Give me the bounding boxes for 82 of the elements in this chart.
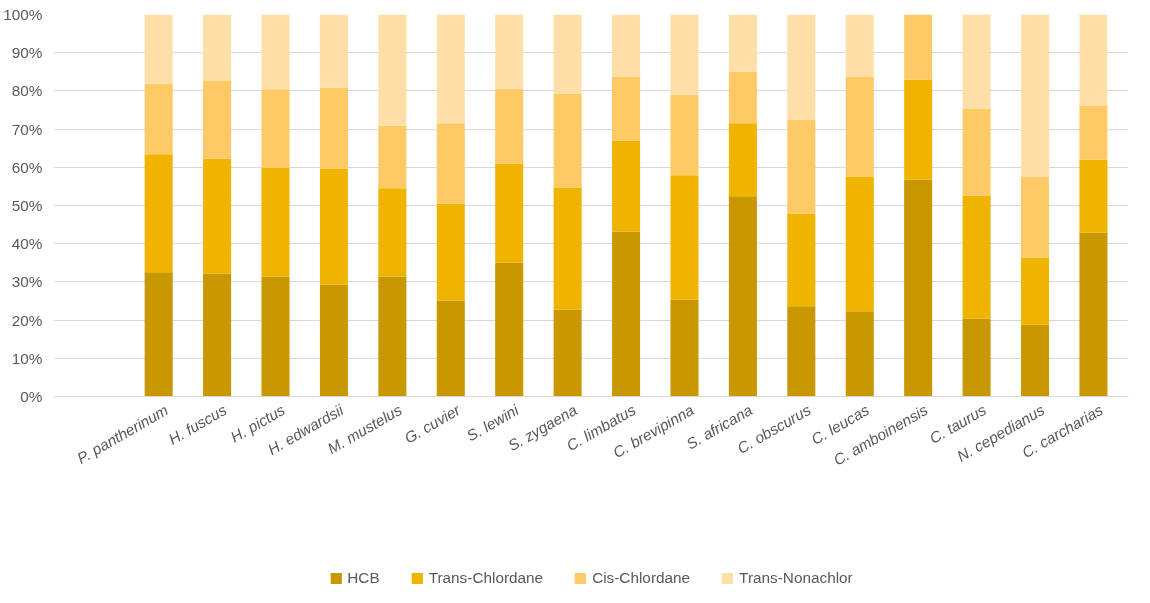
bar [319, 284, 348, 397]
bar [144, 14, 173, 84]
bar [319, 168, 348, 285]
bar [787, 119, 816, 214]
bar [553, 309, 582, 397]
bar [203, 80, 232, 159]
bar [962, 318, 991, 397]
legend-label: Trans-Chlordane [428, 569, 544, 587]
bar [261, 14, 290, 90]
bar [261, 89, 290, 168]
bar [962, 14, 991, 109]
bar [378, 125, 407, 189]
bar [845, 76, 874, 177]
bar [728, 14, 757, 72]
bar [495, 14, 524, 89]
bar [1079, 105, 1108, 160]
legend-label: Cis-Chlordane [592, 569, 691, 587]
bar [670, 94, 699, 176]
bar [261, 276, 290, 397]
legend-label: HCB [347, 569, 380, 587]
bar [728, 196, 757, 397]
bar [203, 158, 232, 274]
bar [728, 71, 757, 124]
legend-label: Trans-Nonachlor [739, 569, 853, 587]
bar [962, 195, 991, 319]
bar [1079, 232, 1108, 397]
bar [436, 203, 465, 301]
bar [904, 14, 933, 80]
bar [1021, 324, 1050, 397]
bar [553, 14, 582, 94]
bar [203, 14, 232, 81]
bar [495, 262, 524, 397]
bar [553, 187, 582, 310]
bar [845, 311, 874, 397]
bar [904, 179, 933, 397]
bar [378, 14, 407, 126]
bar [144, 154, 173, 273]
bar [436, 300, 465, 397]
bar [670, 175, 699, 300]
bar [787, 14, 816, 120]
y-tick-label: 40% [11, 235, 43, 253]
bar [670, 14, 699, 95]
y-tick-label: 100% [3, 6, 43, 23]
y-tick-label: 30% [11, 273, 43, 291]
bar [378, 188, 407, 277]
y-tick-label: 90% [11, 44, 43, 62]
y-tick-label: 70% [11, 120, 43, 138]
bar [845, 14, 874, 77]
bar [553, 93, 582, 188]
bar [319, 87, 348, 169]
bar [612, 140, 641, 232]
y-tick-label: 50% [11, 197, 43, 214]
bar [612, 231, 641, 397]
bar [728, 123, 757, 197]
bar [670, 299, 699, 397]
bar [261, 167, 290, 277]
bar [1079, 14, 1108, 106]
bar [1021, 176, 1050, 258]
bar [144, 272, 173, 397]
bar [436, 123, 465, 204]
bar [1079, 159, 1108, 233]
bar [612, 76, 641, 141]
bar [1021, 14, 1050, 177]
bar [144, 83, 173, 155]
bar [787, 213, 816, 307]
bar [787, 306, 816, 397]
bar [845, 176, 874, 312]
y-tick-label: 10% [11, 349, 43, 367]
bar [962, 108, 991, 196]
bar [319, 14, 348, 88]
bar [203, 273, 232, 397]
bar [378, 276, 407, 397]
y-tick-label: 0% [20, 388, 43, 405]
bar [495, 163, 524, 263]
bar [436, 14, 465, 124]
bar [495, 88, 524, 164]
bar [1021, 257, 1050, 325]
bar [904, 79, 933, 180]
y-tick-label: 20% [11, 311, 43, 329]
y-tick-label: 60% [11, 158, 43, 176]
y-tick-label: 80% [11, 82, 43, 100]
bar [612, 14, 641, 77]
